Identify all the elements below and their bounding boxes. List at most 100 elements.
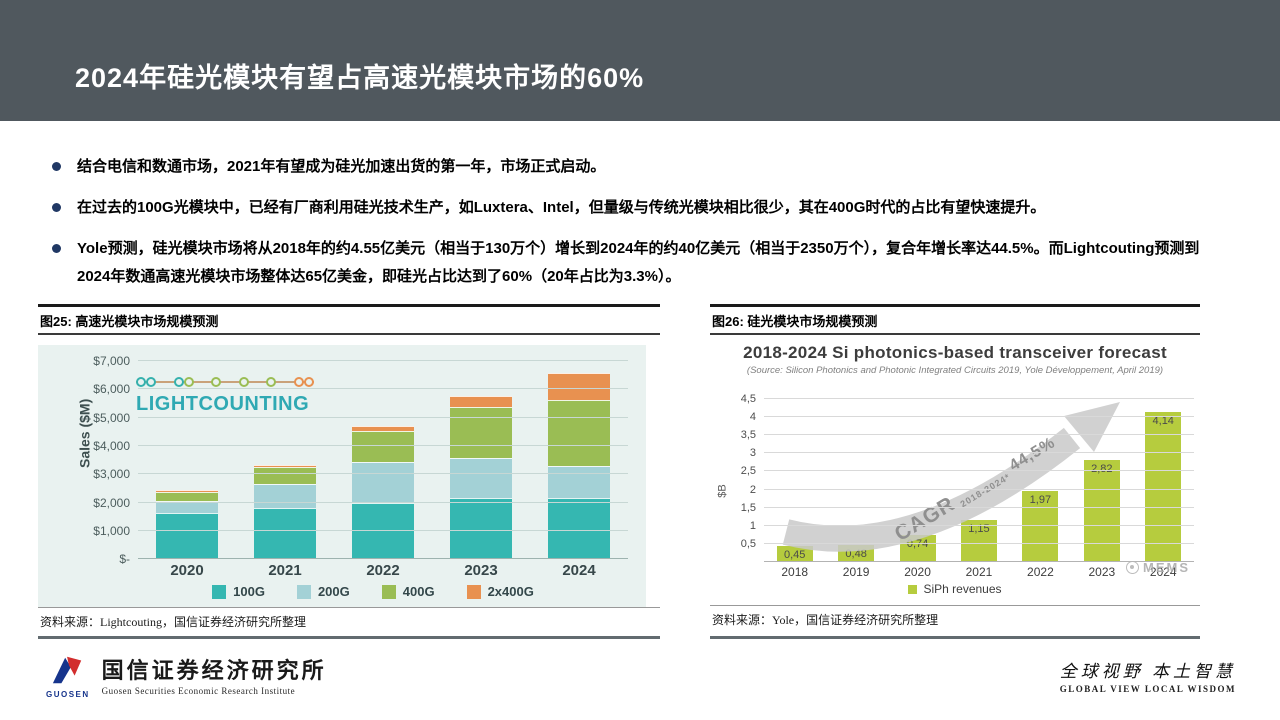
chart-subtitle: (Source: Silicon Photonics and Photonic … bbox=[746, 365, 1164, 376]
org-name: 国信证券经济研究所 Guosen Securities Economic Res… bbox=[102, 653, 327, 696]
figure-26: 图26: 硅光模块市场规模预测 2018-2024 Si photonics-b… bbox=[710, 304, 1200, 639]
bar-2023: 2,82 bbox=[1083, 459, 1120, 562]
stacked-bar bbox=[254, 361, 316, 560]
figure-caption: 图25: 高速光模块市场规模预测 bbox=[38, 307, 660, 335]
org-name-cn: 国信证券经济研究所 bbox=[101, 658, 327, 683]
gridline bbox=[138, 388, 628, 390]
gridline bbox=[138, 360, 628, 361]
gridline bbox=[138, 529, 628, 531]
gridline bbox=[764, 524, 1194, 526]
lightcounting-logo-text: LIGHTCOUNTING bbox=[136, 393, 310, 415]
y-axis-title: Sales ($M) bbox=[76, 398, 93, 469]
x-axis-labels: 2018 2019 2020 2021 2022 2023 2024 bbox=[764, 562, 1194, 579]
bar-segment-2x400G bbox=[156, 490, 218, 493]
bullet-item: Yole预测，硅光模块市场将从2018年的约4.55亿美元（相当于130万个）增… bbox=[52, 235, 1220, 291]
y-axis-tick-label: 2 bbox=[749, 483, 756, 496]
gridline bbox=[764, 506, 1194, 508]
bar-segment-200G bbox=[352, 461, 414, 503]
bar-slot bbox=[334, 361, 432, 560]
x-axis-tick-label: 2021 bbox=[268, 562, 302, 580]
gridline bbox=[764, 470, 1194, 472]
chart-legend: SiPh revenues bbox=[716, 582, 1194, 596]
gridline bbox=[138, 558, 628, 560]
bar-segment-400G bbox=[156, 492, 218, 501]
x-axis-line bbox=[764, 561, 1194, 562]
stacked-bar bbox=[548, 361, 610, 560]
guosen-logo: GUOSEN bbox=[46, 653, 90, 699]
guosen-logo-icon bbox=[52, 656, 82, 684]
y-axis-tick-label: 3,5 bbox=[740, 429, 756, 442]
gridline bbox=[764, 398, 1194, 400]
y-axis-tick-label: $6,000 bbox=[93, 382, 130, 397]
slide-header: 2024年硅光模块有望占高速光模块市场的60% bbox=[0, 0, 1280, 121]
x-axis-labels: 2020 2021 2022 2023 2024 bbox=[138, 559, 628, 580]
plot-area: 0,45 0,48 0,74 1,15 1,97 2,82 4,14 CAGR 2018-2… bbox=[764, 390, 1194, 562]
x-axis-tick-label: 2023 bbox=[464, 562, 498, 580]
bar-series bbox=[138, 361, 628, 560]
legend-label: 2x400G bbox=[487, 584, 534, 599]
legend-label: SiPh revenues bbox=[923, 582, 1002, 596]
bullet-dot-icon bbox=[52, 162, 61, 171]
x-axis-tick-label: 2022 bbox=[1027, 565, 1054, 579]
bar-segment-200G bbox=[254, 484, 316, 509]
y-axis-tick-label: $3,000 bbox=[93, 467, 130, 482]
bar-segment-2x400G bbox=[450, 396, 512, 408]
source-note: 资料来源：Lightcouting，国信证券经济研究所整理 bbox=[38, 607, 660, 636]
y-axis-tick-label: 4,5 bbox=[740, 393, 756, 406]
bar-value-label: 0,74 bbox=[906, 538, 929, 551]
bar-2019: 0,48 bbox=[838, 544, 875, 562]
bar-segment-400G bbox=[352, 430, 414, 462]
mems-watermark-text: MEMS bbox=[1143, 560, 1190, 575]
gridline bbox=[764, 452, 1194, 454]
x-axis-tick-label: 2021 bbox=[965, 565, 993, 579]
legend-item: 2x400G bbox=[466, 584, 534, 599]
lightcounting-logo-icon bbox=[136, 375, 314, 389]
bullet-dot-icon bbox=[52, 203, 61, 212]
page-title: 2024年硅光模块有望占高速光模块市场的60% bbox=[75, 63, 645, 93]
bar-segment-400G bbox=[548, 400, 610, 466]
legend-label: 200G bbox=[317, 584, 350, 599]
bar-slot bbox=[138, 361, 236, 560]
bar-slot bbox=[236, 361, 334, 560]
gridline bbox=[764, 434, 1194, 436]
bar-segment-2x400G bbox=[548, 373, 610, 401]
gridline bbox=[138, 416, 628, 418]
x-axis-tick-label: 2023 bbox=[1088, 565, 1116, 579]
legend-item: 400G bbox=[381, 584, 435, 599]
bullet-text: 结合电信和数通市场，2021年有望成为硅光加速出货的第一年，市场正式启动。 bbox=[77, 158, 606, 175]
y-axis-tick-label: 1,5 bbox=[740, 501, 756, 514]
x-axis-tick-label: 2018 bbox=[781, 565, 809, 579]
lightcounting-logo: LIGHTCOUNTING bbox=[136, 375, 314, 416]
x-axis-tick-label: 2024 bbox=[1149, 565, 1177, 579]
bar-segment-2x400G bbox=[352, 426, 414, 431]
gridline bbox=[138, 473, 628, 475]
bar-segment-100G bbox=[548, 497, 610, 560]
bar-slot: 2,82 bbox=[1071, 390, 1132, 562]
bar-2022: 1,97 bbox=[1022, 490, 1059, 562]
gridline bbox=[138, 444, 628, 446]
bar-segment-100G bbox=[254, 508, 316, 560]
bar-segment-2x400G bbox=[254, 464, 316, 468]
slogan-cn: 全球视野 本土智慧 bbox=[1059, 662, 1236, 681]
figure-caption: 图26: 硅光模块市场规模预测 bbox=[710, 307, 1200, 335]
y-axis-tick-label: 2,5 bbox=[740, 465, 756, 478]
x-axis-tick-label: 2019 bbox=[842, 565, 870, 579]
gridline bbox=[764, 488, 1194, 490]
plot-area bbox=[138, 360, 628, 560]
bar-2021: 1,15 bbox=[960, 520, 997, 562]
legend-swatch bbox=[296, 584, 311, 599]
bar-segment-200G bbox=[450, 458, 512, 498]
bar-slot bbox=[432, 361, 530, 560]
legend-swatch bbox=[212, 584, 227, 599]
bar-2024: 4,14 bbox=[1145, 412, 1182, 562]
gridline bbox=[138, 501, 628, 503]
bullet-item: 结合电信和数通市场，2021年有望成为硅光加速出货的第一年，市场正式启动。 bbox=[52, 153, 1220, 181]
bar-segment-100G bbox=[156, 512, 218, 560]
bar-value-label: 0,48 bbox=[845, 547, 867, 560]
bullet-dot-icon bbox=[52, 244, 61, 253]
legend-label: 400G bbox=[402, 584, 435, 599]
legend-item: 100G bbox=[212, 584, 265, 599]
bar-segment-400G bbox=[254, 467, 316, 485]
bar-value-label: 4,14 bbox=[1152, 415, 1174, 428]
y-axis-tick-label: $- bbox=[119, 552, 130, 567]
